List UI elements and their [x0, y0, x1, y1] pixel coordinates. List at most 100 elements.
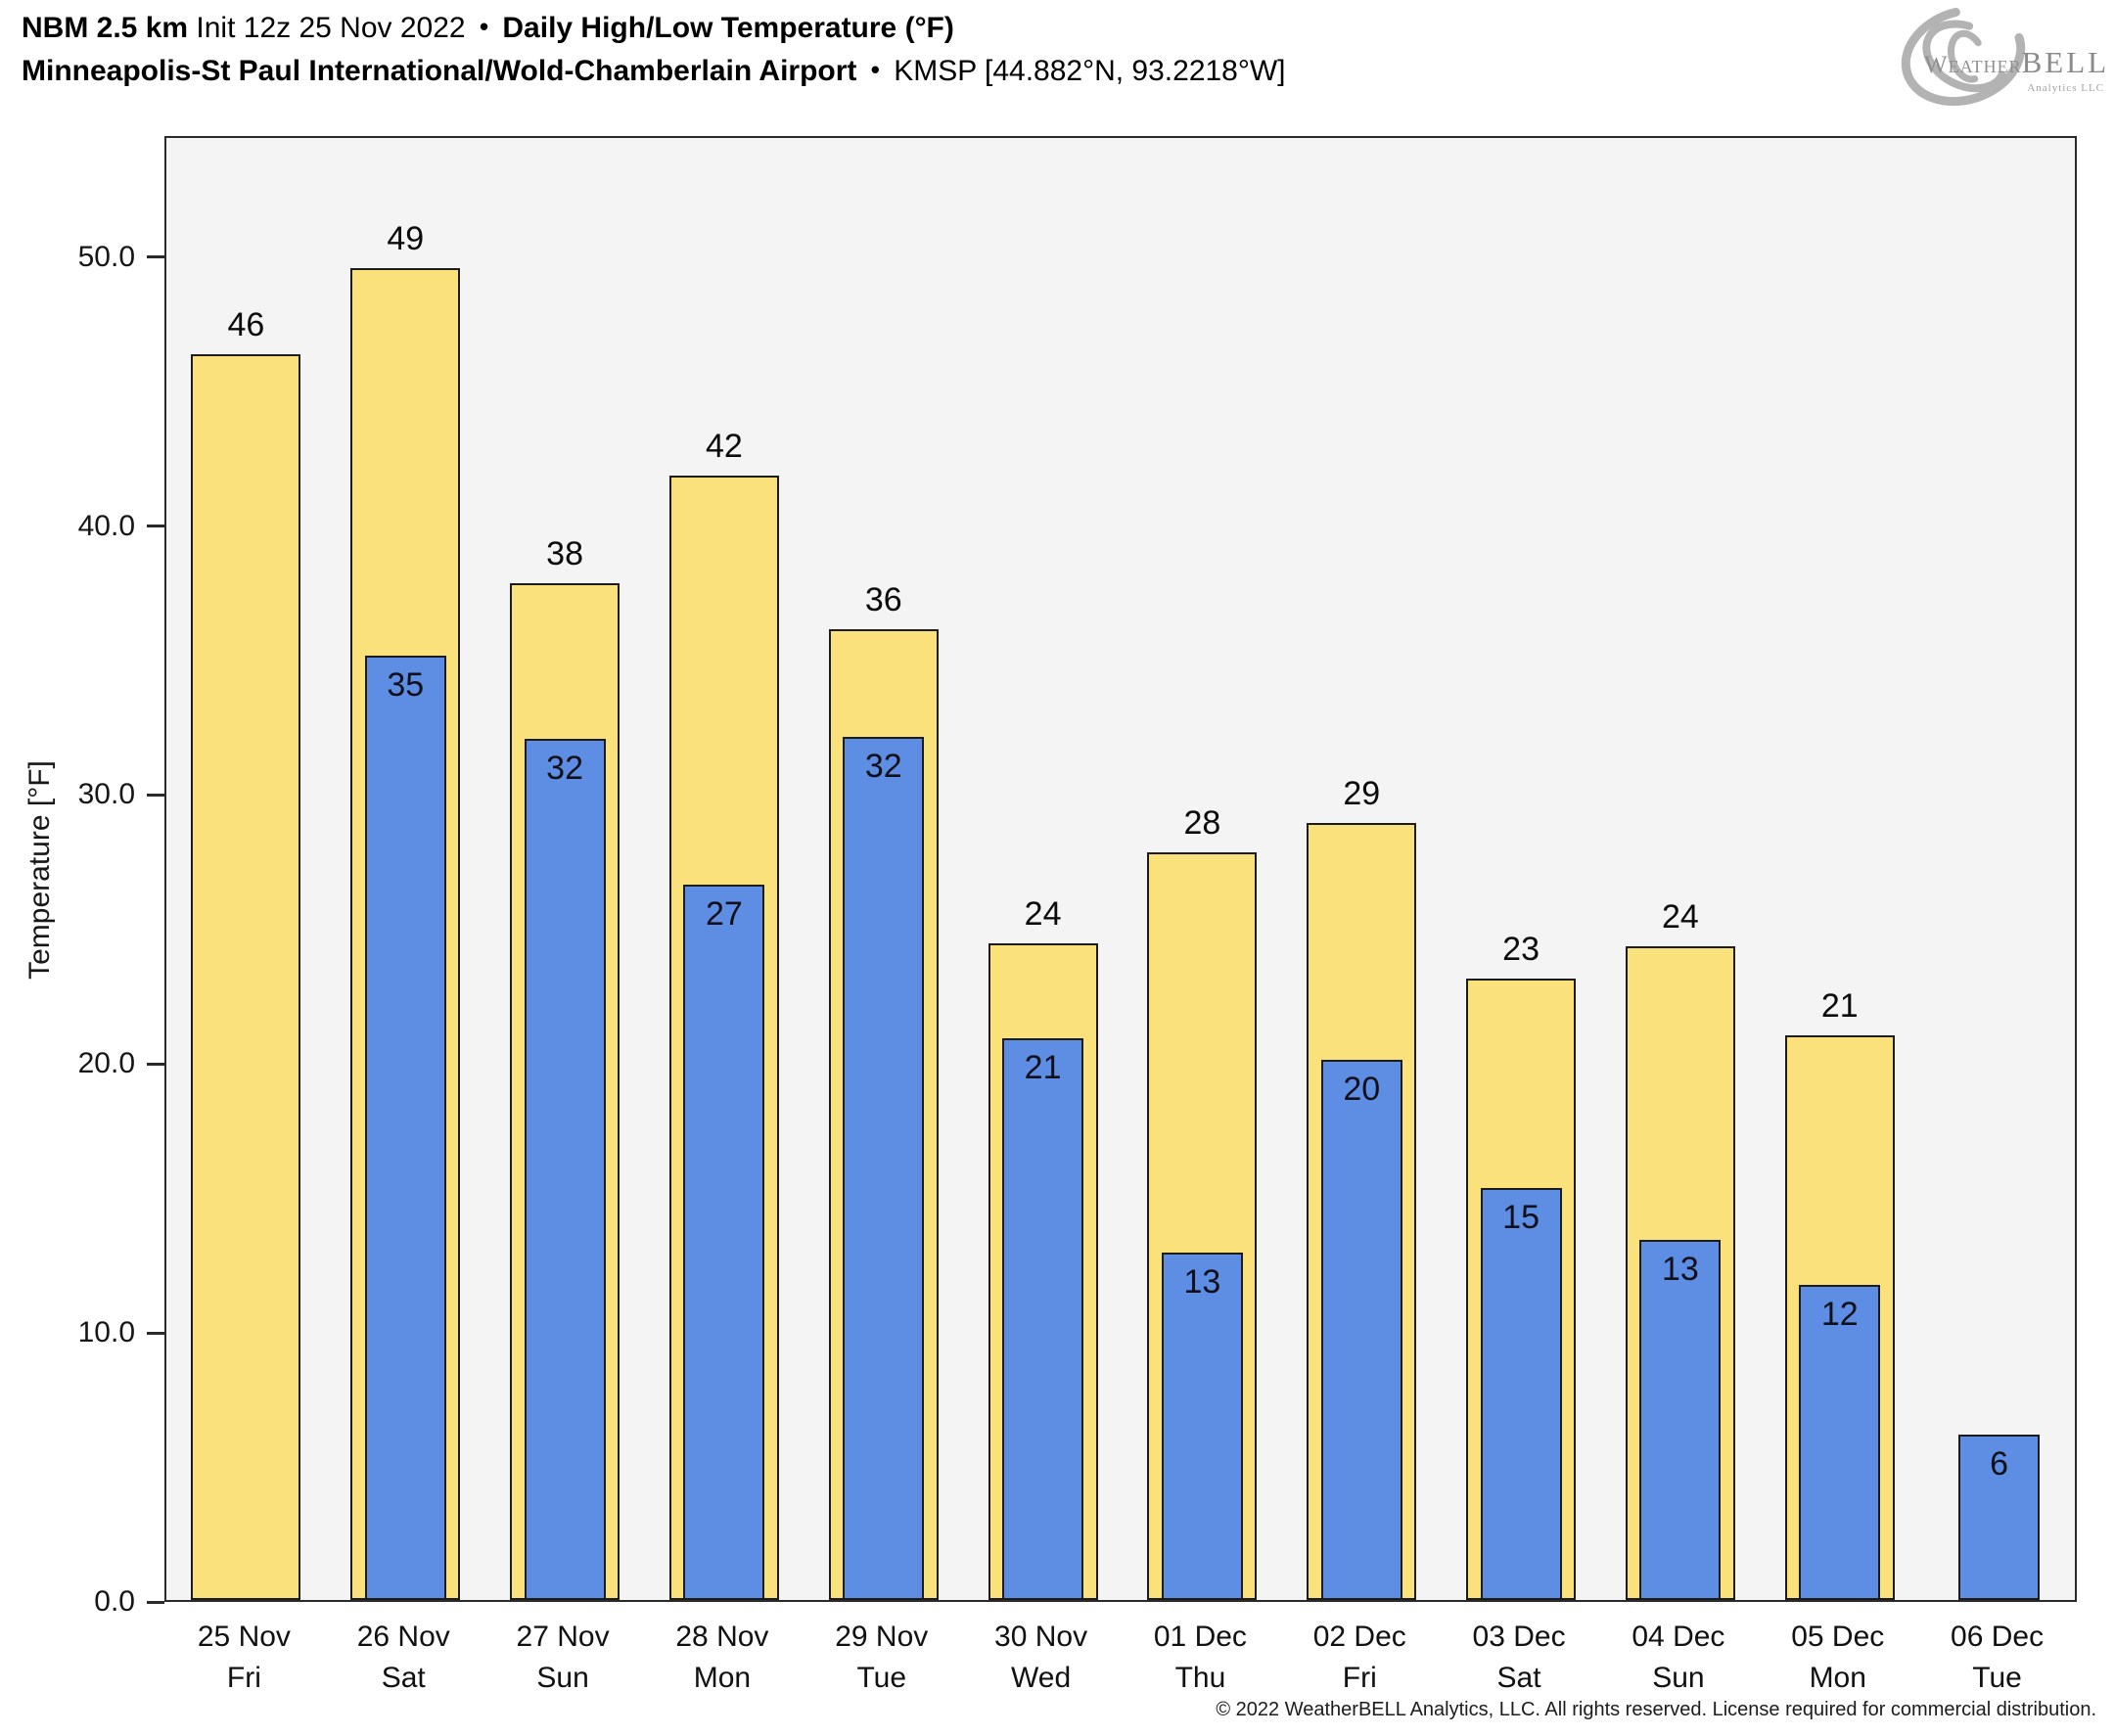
x-tick-date: 04 Dec [1631, 1621, 1725, 1653]
station-id-coordinates: KMSP [44.882°N, 93.2218°W] [894, 55, 1286, 87]
low-bar [683, 884, 765, 1600]
x-tick-label: 06 Dec Tue [1917, 1617, 2077, 1699]
x-tick-label: 28 Nov Mon [643, 1617, 803, 1699]
chart-title-line: NBM 2.5 km Init 12z 25 Nov 2022 • Daily … [22, 8, 954, 47]
low-bar [1002, 1037, 1084, 1600]
low-bar [1958, 1434, 2041, 1600]
y-tick-label: 10.0 [77, 1316, 135, 1349]
low-value-label: 15 [1502, 1199, 1540, 1237]
y-axis-title: Temperature [°F] [23, 760, 56, 980]
x-tick-label: 03 Dec Sat [1440, 1617, 1599, 1699]
high-value-label: 28 [1183, 803, 1221, 842]
low-value-label: 12 [1820, 1296, 1859, 1334]
x-tick-date: 26 Nov [356, 1621, 450, 1653]
y-tick-mark [147, 1331, 164, 1335]
logo-bell-text: BELL [2021, 45, 2110, 79]
x-tick-day: Mon [693, 1662, 752, 1694]
low-value-label: 27 [705, 894, 743, 933]
low-bar [843, 736, 925, 1600]
high-value-label: 49 [387, 220, 425, 258]
y-tick-label: 0.0 [94, 1585, 135, 1618]
station-line: Minneapolis-St Paul International/Wold-C… [22, 51, 1286, 90]
high-value-label: 36 [864, 580, 902, 618]
low-value-label: 13 [1661, 1250, 1699, 1288]
low-bar [1639, 1239, 1722, 1600]
x-tick-label: 29 Nov Tue [802, 1617, 961, 1699]
x-tick-label: 04 Dec Sun [1599, 1617, 1759, 1699]
x-tick-date: 03 Dec [1472, 1621, 1566, 1653]
x-tick-label: 05 Dec Mon [1758, 1617, 1917, 1699]
x-tick-date: 02 Dec [1312, 1621, 1406, 1653]
x-tick-date: 30 Nov [994, 1621, 1088, 1653]
model-name: NBM 2.5 km [22, 12, 189, 44]
logo-weather-text: Weather [1924, 52, 2022, 78]
x-tick-day: Sat [381, 1662, 426, 1694]
station-name: Minneapolis-St Paul International/Wold-C… [22, 55, 857, 87]
x-tick-day: Thu [1174, 1662, 1226, 1694]
title-separator-dot: • [479, 12, 489, 41]
low-value-label: 32 [546, 750, 583, 788]
low-bar [1799, 1285, 1881, 1600]
high-value-label: 23 [1502, 931, 1540, 969]
y-tick-mark [147, 1062, 164, 1066]
high-value-label: 21 [1820, 986, 1859, 1025]
y-tick-mark [147, 1600, 164, 1604]
low-value-label: 35 [387, 666, 425, 705]
logo-analytics-text: Analytics LLC [2027, 82, 2104, 94]
low-value-label: 13 [1183, 1263, 1221, 1302]
low-bar [1480, 1188, 1562, 1600]
x-tick-day: Tue [1972, 1662, 2022, 1694]
x-tick-day: Fri [226, 1662, 261, 1694]
low-bar [1161, 1253, 1243, 1600]
x-tick-label: 26 Nov Sat [324, 1617, 483, 1699]
y-tick-label: 20.0 [77, 1047, 135, 1080]
low-bar [1320, 1059, 1402, 1600]
y-tick-label: 40.0 [77, 509, 135, 542]
weatherbell-logo: WeatherBELL Analytics LLC [1895, 2, 2106, 112]
x-tick-date: 06 Dec [1951, 1621, 2045, 1653]
low-bar [364, 656, 446, 1600]
x-tick-date: 27 Nov [516, 1621, 610, 1653]
product-name: Daily High/Low Temperature (°F) [502, 12, 954, 44]
high-value-label: 46 [227, 306, 265, 344]
x-tick-day: Mon [1809, 1662, 1866, 1694]
station-separator-dot: • [870, 55, 880, 84]
x-tick-day: Fri [1342, 1662, 1377, 1694]
x-tick-label: 30 Nov Wed [961, 1617, 1121, 1699]
low-value-label: 21 [1024, 1048, 1062, 1086]
x-tick-day: Sun [536, 1662, 589, 1694]
x-tick-date: 29 Nov [835, 1621, 929, 1653]
low-value-label: 32 [864, 747, 902, 785]
low-value-label: 20 [1343, 1070, 1381, 1108]
plot-area: 46 49 35 38 32 42 27 36 32 24 21 28 13 29 20 23 15 24 13 21… [164, 136, 2077, 1602]
x-tick-day: Wed [1010, 1662, 1072, 1694]
high-bar [191, 354, 301, 1600]
high-value-label: 38 [546, 535, 583, 573]
y-tick-label: 30.0 [77, 778, 135, 811]
x-tick-label: 02 Dec Fri [1280, 1617, 1440, 1699]
x-tick-date: 01 Dec [1153, 1621, 1247, 1653]
hurricane-swirl-icon [1901, 5, 2026, 107]
y-tick-label: 50.0 [77, 240, 135, 273]
x-tick-date: 25 Nov [197, 1621, 291, 1653]
init-time: Init 12z 25 Nov 2022 [196, 12, 466, 44]
low-value-label: 6 [1990, 1444, 2009, 1483]
high-value-label: 42 [706, 428, 743, 466]
high-value-label: 24 [1662, 898, 1699, 937]
high-value-label: 24 [1024, 895, 1062, 934]
x-tick-label: 25 Nov Fri [164, 1617, 324, 1699]
logo-wordmark: WeatherBELL [1924, 45, 2109, 80]
x-tick-day: Sat [1496, 1662, 1541, 1694]
y-tick-mark [147, 255, 164, 259]
high-value-label: 29 [1343, 774, 1381, 812]
y-tick-mark [147, 525, 164, 528]
x-tick-day: Tue [856, 1662, 907, 1694]
x-tick-day: Sun [1652, 1662, 1705, 1694]
low-bar [524, 739, 606, 1600]
y-tick-mark [147, 793, 164, 797]
x-tick-date: 05 Dec [1791, 1621, 1885, 1653]
x-tick-label: 01 Dec Thu [1121, 1617, 1280, 1699]
x-tick-label: 27 Nov Sun [483, 1617, 643, 1699]
copyright-notice: © 2022 WeatherBELL Analytics, LLC. All r… [1216, 1699, 2096, 1720]
